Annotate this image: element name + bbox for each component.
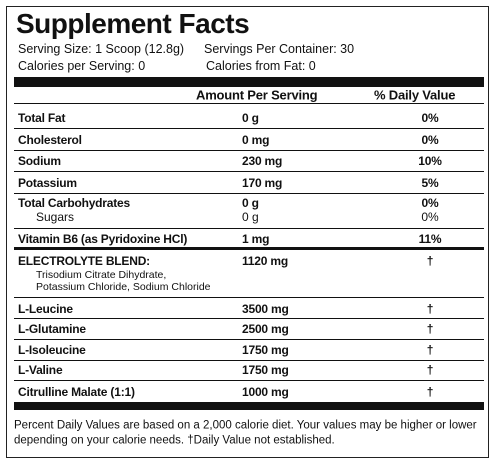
rule bbox=[14, 360, 484, 361]
amount: 1 mg bbox=[242, 232, 270, 246]
amount: 1750 mg bbox=[242, 343, 289, 357]
nutrient-name: Potassium bbox=[18, 176, 77, 190]
amount: 230 mg bbox=[242, 154, 283, 168]
daily-value: † bbox=[426, 343, 434, 357]
daily-value: 0% bbox=[421, 133, 439, 147]
label-border bbox=[6, 6, 489, 458]
servings-per-container: Servings Per Container: 30 bbox=[204, 41, 355, 56]
daily-value: 0% bbox=[421, 210, 439, 224]
nutrient-name: Vitamin B6 (as Pyridoxine HCl) bbox=[18, 232, 188, 246]
amount: 3500 mg bbox=[242, 302, 289, 316]
serving-size: Serving Size: 1 Scoop (12.8g) bbox=[18, 41, 185, 56]
amount: 170 mg bbox=[242, 176, 283, 190]
amount: 0 g bbox=[242, 210, 259, 224]
daily-value: † bbox=[426, 254, 434, 268]
rule bbox=[14, 402, 484, 410]
footnote: depending on your calorie needs. †Daily … bbox=[14, 434, 335, 447]
daily-value: 10% bbox=[418, 154, 442, 168]
rule bbox=[14, 150, 484, 151]
nutrient-name: Sodium bbox=[18, 154, 61, 168]
amount: 1000 mg bbox=[242, 385, 289, 399]
rule bbox=[14, 380, 484, 381]
nutrient-name: L-Valine bbox=[18, 363, 63, 377]
blend-ingredients: Trisodium Citrate Dihydrate, bbox=[36, 268, 167, 281]
daily-value: 0% bbox=[421, 111, 439, 125]
daily-value: † bbox=[426, 363, 434, 377]
amount: 1120 mg bbox=[242, 254, 288, 268]
amount: 0 mg bbox=[242, 133, 270, 147]
footnote: Percent Daily Values are based on a 2,00… bbox=[14, 419, 477, 432]
rule bbox=[14, 228, 484, 229]
column-header: Amount Per Serving bbox=[196, 87, 318, 103]
daily-value: † bbox=[426, 385, 434, 399]
nutrient-name: Total Carbohydrates bbox=[18, 196, 130, 210]
amount: 2500 mg bbox=[242, 322, 289, 336]
nutrient-name: Total Fat bbox=[18, 111, 66, 125]
title: Supplement Facts bbox=[16, 8, 250, 39]
daily-value: 5% bbox=[421, 176, 439, 190]
calories-from-fat: Calories from Fat: 0 bbox=[206, 58, 316, 73]
nutrient-name: L-Glutamine bbox=[18, 322, 86, 336]
calories: Calories per Serving: 0 bbox=[18, 58, 146, 73]
rule bbox=[14, 297, 484, 298]
amount: 0 g bbox=[242, 196, 259, 210]
rule bbox=[14, 193, 484, 194]
amount: 0 g bbox=[242, 111, 259, 125]
nutrient-name: Sugars bbox=[36, 210, 75, 224]
rule bbox=[14, 77, 484, 87]
nutrient-name: ELECTROLYTE BLEND: bbox=[18, 254, 150, 268]
amount: 1750 mg bbox=[242, 363, 289, 377]
column-header: % Daily Value bbox=[374, 87, 456, 103]
nutrient-name: Citrulline Malate (1:1) bbox=[18, 385, 135, 399]
rule bbox=[14, 339, 484, 340]
daily-value: 11% bbox=[418, 232, 442, 246]
nutrient-name: Cholesterol bbox=[18, 133, 82, 147]
rule bbox=[14, 128, 484, 129]
nutrient-name: L-Isoleucine bbox=[18, 343, 86, 357]
rule bbox=[14, 247, 484, 250]
blend-ingredients: Potassium Chloride, Sodium Chloride bbox=[36, 280, 211, 293]
rule bbox=[14, 171, 484, 172]
daily-value: 0% bbox=[421, 196, 439, 210]
nutrient-name: L-Leucine bbox=[18, 302, 73, 316]
daily-value: † bbox=[426, 322, 434, 336]
rule bbox=[14, 103, 484, 104]
daily-value: † bbox=[426, 302, 434, 316]
rule bbox=[14, 318, 484, 319]
